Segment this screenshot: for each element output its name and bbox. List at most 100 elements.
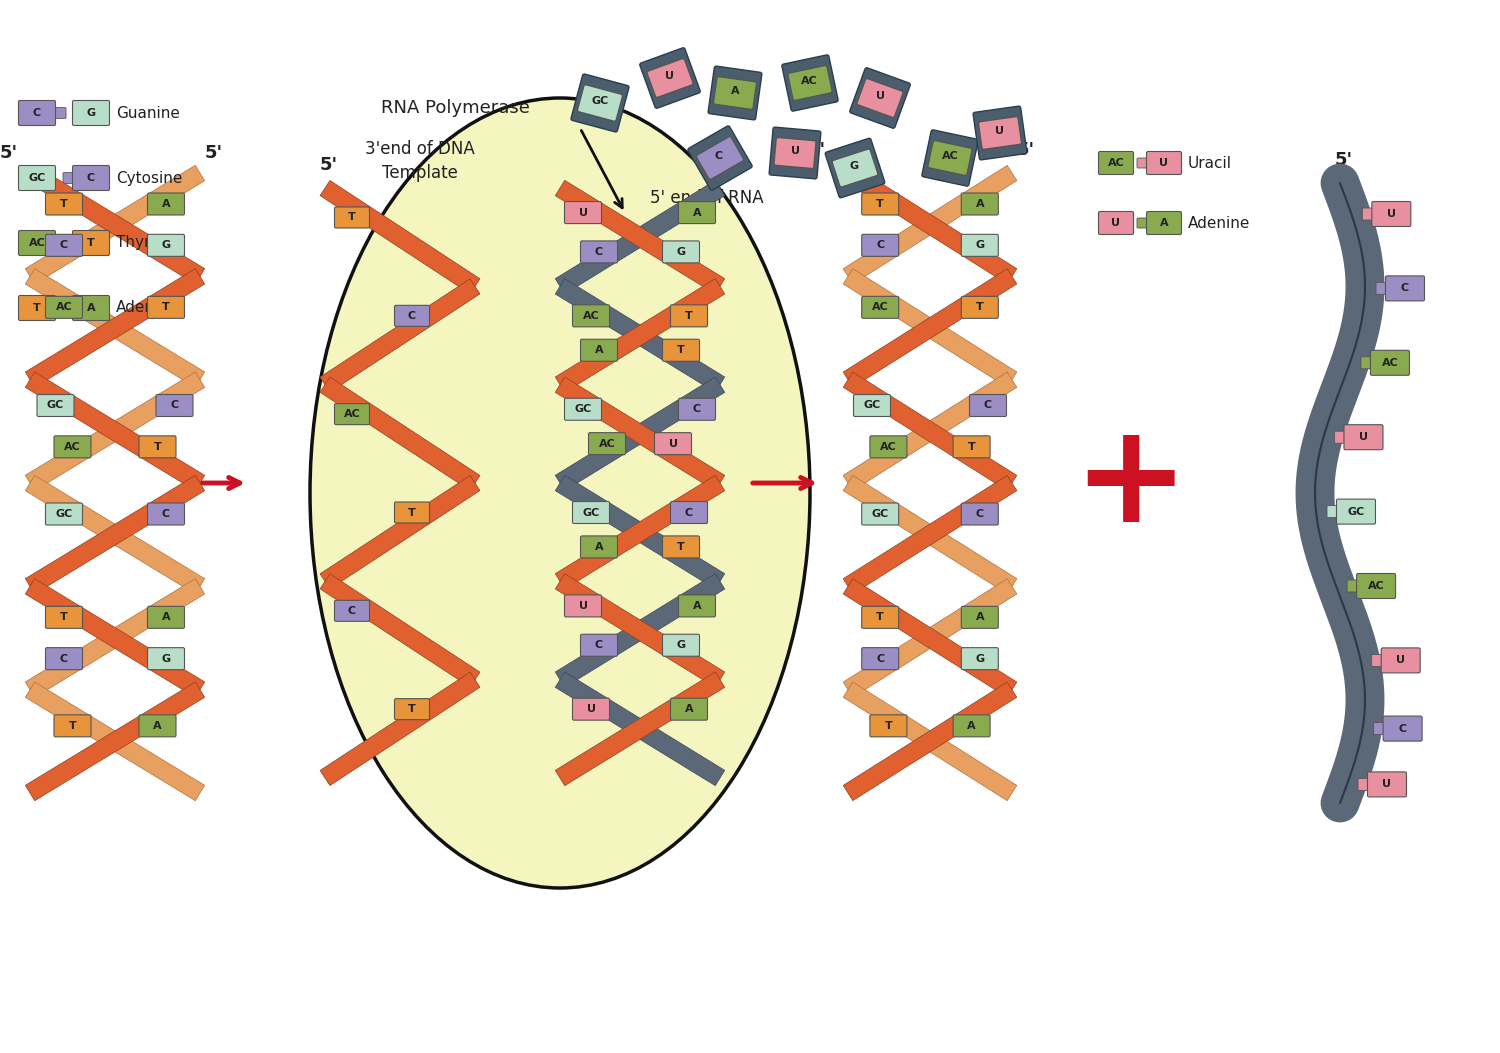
- FancyBboxPatch shape: [18, 231, 56, 256]
- Text: T: T: [876, 613, 884, 622]
- FancyBboxPatch shape: [147, 193, 184, 215]
- FancyBboxPatch shape: [580, 634, 618, 656]
- FancyBboxPatch shape: [861, 648, 898, 670]
- Text: A: A: [684, 704, 693, 714]
- Polygon shape: [843, 579, 1017, 697]
- Text: T: T: [60, 199, 68, 208]
- FancyBboxPatch shape: [870, 715, 907, 737]
- Polygon shape: [320, 377, 480, 491]
- Text: C: C: [716, 152, 723, 161]
- FancyBboxPatch shape: [670, 501, 708, 523]
- Text: AC: AC: [1368, 581, 1384, 591]
- Text: A: A: [162, 613, 171, 622]
- Text: C: C: [348, 605, 355, 616]
- Text: T: T: [33, 303, 40, 313]
- Text: U: U: [1359, 432, 1368, 442]
- Text: A: A: [693, 601, 702, 611]
- FancyBboxPatch shape: [952, 436, 990, 458]
- Text: AC: AC: [64, 442, 81, 452]
- Text: AC: AC: [871, 302, 888, 313]
- Text: G: G: [162, 654, 171, 663]
- FancyBboxPatch shape: [861, 607, 898, 629]
- FancyBboxPatch shape: [663, 241, 699, 263]
- Polygon shape: [320, 279, 480, 392]
- FancyBboxPatch shape: [962, 193, 999, 215]
- Text: A: A: [87, 303, 96, 313]
- FancyBboxPatch shape: [825, 138, 885, 198]
- FancyBboxPatch shape: [1347, 580, 1360, 592]
- Text: U: U: [1160, 158, 1168, 168]
- FancyBboxPatch shape: [969, 395, 1006, 417]
- FancyBboxPatch shape: [54, 715, 92, 737]
- Polygon shape: [26, 165, 204, 284]
- Polygon shape: [555, 279, 724, 393]
- Polygon shape: [843, 165, 1017, 284]
- FancyBboxPatch shape: [334, 600, 369, 621]
- Polygon shape: [26, 579, 204, 697]
- FancyBboxPatch shape: [670, 698, 708, 720]
- Text: T: T: [676, 345, 686, 355]
- FancyBboxPatch shape: [564, 595, 602, 617]
- FancyBboxPatch shape: [1371, 654, 1386, 667]
- Text: GC: GC: [56, 509, 72, 519]
- Polygon shape: [26, 475, 204, 594]
- FancyBboxPatch shape: [45, 193, 82, 215]
- Text: C: C: [33, 108, 40, 118]
- FancyBboxPatch shape: [1383, 716, 1422, 741]
- Text: T: T: [968, 442, 975, 452]
- Text: C: C: [171, 400, 178, 411]
- FancyBboxPatch shape: [38, 395, 74, 417]
- Text: A: A: [1160, 218, 1168, 229]
- Text: RNA Polymerase: RNA Polymerase: [381, 99, 530, 117]
- FancyBboxPatch shape: [147, 607, 184, 629]
- FancyBboxPatch shape: [962, 607, 999, 629]
- Text: AC: AC: [1382, 358, 1398, 367]
- FancyBboxPatch shape: [1358, 778, 1372, 791]
- Polygon shape: [26, 269, 204, 388]
- Text: C: C: [693, 404, 700, 414]
- Text: T: T: [885, 721, 892, 731]
- Text: T: T: [408, 508, 416, 517]
- Text: T: T: [162, 302, 170, 313]
- Polygon shape: [26, 165, 204, 284]
- FancyBboxPatch shape: [853, 395, 891, 417]
- Text: G: G: [87, 108, 96, 118]
- FancyBboxPatch shape: [1386, 276, 1425, 301]
- FancyBboxPatch shape: [72, 296, 110, 320]
- Text: T: T: [348, 213, 355, 222]
- FancyBboxPatch shape: [45, 648, 82, 670]
- FancyBboxPatch shape: [688, 126, 752, 191]
- FancyBboxPatch shape: [588, 433, 626, 455]
- Text: +: +: [1072, 416, 1188, 551]
- FancyBboxPatch shape: [833, 148, 878, 187]
- FancyBboxPatch shape: [53, 302, 66, 314]
- Text: T: T: [686, 311, 693, 321]
- Polygon shape: [843, 475, 1017, 594]
- Text: AC: AC: [801, 76, 818, 86]
- FancyBboxPatch shape: [1137, 158, 1150, 168]
- Polygon shape: [320, 476, 480, 589]
- FancyBboxPatch shape: [928, 140, 972, 176]
- Text: GC: GC: [592, 96, 609, 106]
- Text: GC: GC: [1347, 506, 1365, 517]
- Polygon shape: [26, 372, 204, 491]
- FancyBboxPatch shape: [1374, 722, 1388, 735]
- FancyBboxPatch shape: [1098, 212, 1134, 235]
- Text: Cytosine: Cytosine: [116, 171, 183, 185]
- Text: A: A: [693, 207, 702, 218]
- Text: C: C: [876, 240, 885, 251]
- Polygon shape: [555, 574, 724, 688]
- Text: U: U: [1112, 218, 1120, 229]
- Ellipse shape: [310, 98, 810, 888]
- Text: 5': 5': [320, 156, 338, 174]
- Polygon shape: [555, 377, 724, 491]
- Polygon shape: [843, 269, 1017, 388]
- Text: U: U: [994, 126, 1004, 136]
- Text: C: C: [87, 173, 94, 183]
- Polygon shape: [843, 165, 1017, 284]
- FancyBboxPatch shape: [974, 106, 1028, 160]
- FancyBboxPatch shape: [952, 715, 990, 737]
- Text: U: U: [664, 72, 674, 81]
- FancyBboxPatch shape: [394, 305, 429, 326]
- FancyBboxPatch shape: [63, 173, 76, 183]
